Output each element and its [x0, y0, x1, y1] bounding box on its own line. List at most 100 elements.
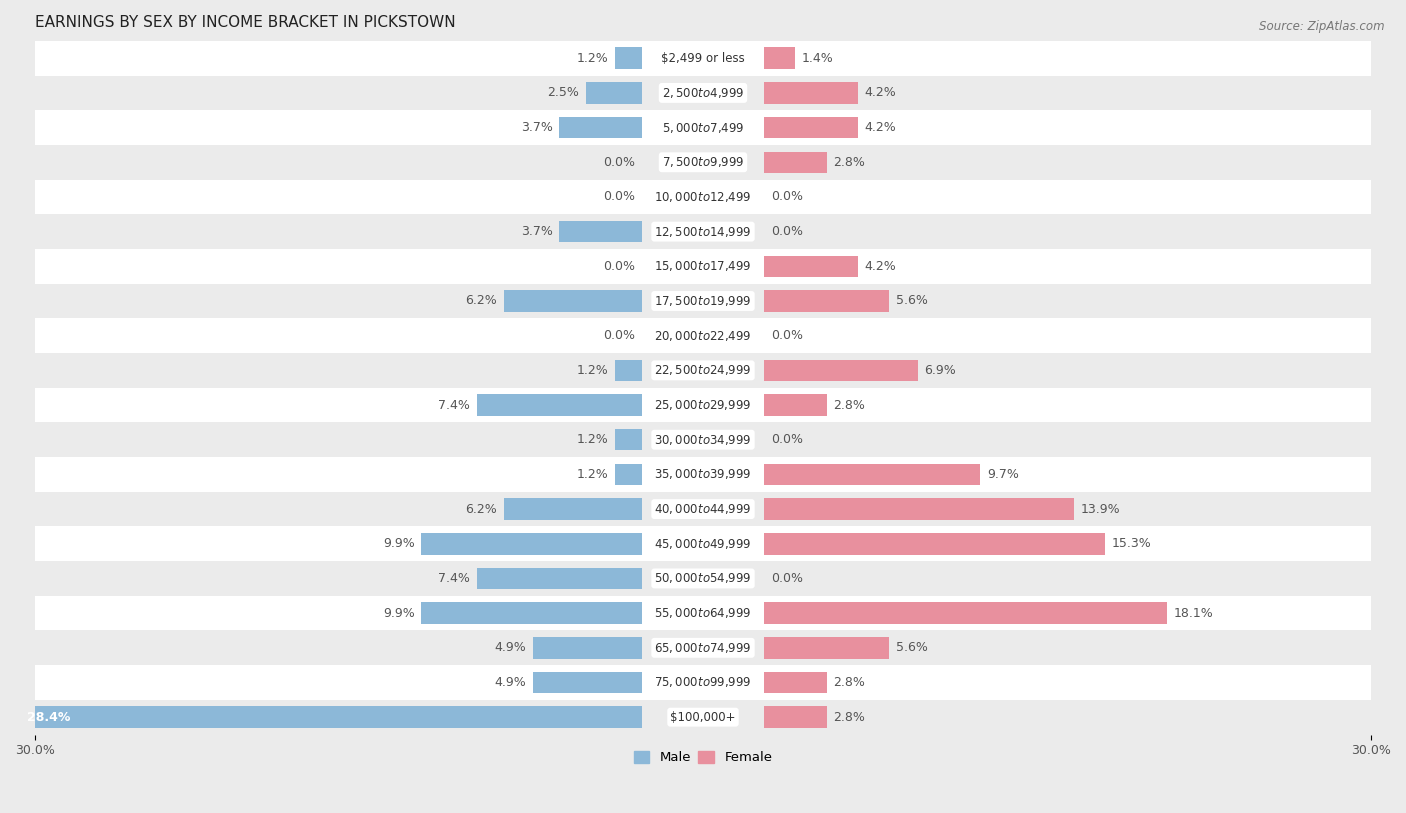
Bar — [614, 359, 641, 381]
Text: 4.9%: 4.9% — [495, 676, 526, 689]
Text: 0.0%: 0.0% — [770, 329, 803, 342]
Text: 2.8%: 2.8% — [834, 676, 865, 689]
Bar — [533, 672, 641, 693]
Bar — [614, 463, 641, 485]
Bar — [503, 290, 641, 311]
Text: 0.0%: 0.0% — [603, 156, 636, 169]
Text: $5,000 to $7,499: $5,000 to $7,499 — [662, 120, 744, 135]
Bar — [765, 394, 827, 415]
Text: 2.5%: 2.5% — [547, 86, 579, 99]
Bar — [35, 492, 1371, 527]
Bar — [765, 498, 1074, 520]
Bar — [614, 47, 641, 69]
Text: $20,000 to $22,499: $20,000 to $22,499 — [654, 328, 752, 343]
Text: 5.6%: 5.6% — [896, 294, 928, 307]
Text: 0.0%: 0.0% — [603, 329, 636, 342]
Bar — [35, 249, 1371, 284]
Bar — [35, 215, 1371, 249]
Bar — [560, 117, 641, 138]
Bar — [560, 221, 641, 242]
Text: 28.4%: 28.4% — [27, 711, 70, 724]
Text: 1.2%: 1.2% — [576, 364, 609, 377]
Text: 4.9%: 4.9% — [495, 641, 526, 654]
Bar — [35, 527, 1371, 561]
Text: $65,000 to $74,999: $65,000 to $74,999 — [654, 641, 752, 654]
Bar — [765, 533, 1105, 554]
Text: 15.3%: 15.3% — [1112, 537, 1152, 550]
Bar — [765, 706, 827, 728]
Bar — [765, 463, 980, 485]
Bar — [586, 82, 641, 104]
Bar — [765, 637, 889, 659]
Legend: Male, Female: Male, Female — [628, 746, 778, 770]
Bar — [35, 284, 1371, 319]
Text: $12,500 to $14,999: $12,500 to $14,999 — [654, 224, 752, 239]
Text: 1.2%: 1.2% — [576, 52, 609, 65]
Bar — [765, 151, 827, 173]
Text: 0.0%: 0.0% — [603, 260, 636, 273]
Text: $15,000 to $17,499: $15,000 to $17,499 — [654, 259, 752, 273]
Bar — [533, 637, 641, 659]
Bar — [765, 47, 796, 69]
Text: 18.1%: 18.1% — [1174, 606, 1213, 620]
Text: 7.4%: 7.4% — [439, 398, 470, 411]
Bar — [35, 700, 1371, 734]
Bar — [765, 82, 858, 104]
Text: $2,499 or less: $2,499 or less — [661, 52, 745, 65]
Bar — [35, 596, 1371, 630]
Text: 7.4%: 7.4% — [439, 572, 470, 585]
Bar — [10, 706, 641, 728]
Text: 3.7%: 3.7% — [520, 225, 553, 238]
Text: 2.8%: 2.8% — [834, 711, 865, 724]
Text: $30,000 to $34,999: $30,000 to $34,999 — [654, 433, 752, 446]
Text: $10,000 to $12,499: $10,000 to $12,499 — [654, 190, 752, 204]
Bar — [35, 145, 1371, 180]
Text: $75,000 to $99,999: $75,000 to $99,999 — [654, 676, 752, 689]
Bar — [765, 602, 1167, 624]
Bar — [35, 319, 1371, 353]
Text: 3.7%: 3.7% — [520, 121, 553, 134]
Bar — [35, 180, 1371, 215]
Text: $40,000 to $44,999: $40,000 to $44,999 — [654, 502, 752, 516]
Bar — [35, 388, 1371, 423]
Bar — [422, 533, 641, 554]
Bar — [35, 41, 1371, 76]
Bar — [35, 457, 1371, 492]
Text: 9.9%: 9.9% — [382, 606, 415, 620]
Text: 4.2%: 4.2% — [865, 260, 896, 273]
Text: 4.2%: 4.2% — [865, 86, 896, 99]
Text: 1.2%: 1.2% — [576, 433, 609, 446]
Bar — [765, 290, 889, 311]
Text: 0.0%: 0.0% — [770, 572, 803, 585]
Bar — [35, 665, 1371, 700]
Bar — [765, 255, 858, 277]
Text: 9.7%: 9.7% — [987, 468, 1019, 481]
Text: $22,500 to $24,999: $22,500 to $24,999 — [654, 363, 752, 377]
Bar — [35, 76, 1371, 111]
Bar — [35, 353, 1371, 388]
Text: $45,000 to $49,999: $45,000 to $49,999 — [654, 537, 752, 550]
Text: $2,500 to $4,999: $2,500 to $4,999 — [662, 86, 744, 100]
Bar — [422, 602, 641, 624]
Text: 1.4%: 1.4% — [801, 52, 834, 65]
Text: 0.0%: 0.0% — [770, 225, 803, 238]
Text: 13.9%: 13.9% — [1080, 502, 1121, 515]
Text: $100,000+: $100,000+ — [671, 711, 735, 724]
Bar — [477, 394, 641, 415]
Bar — [765, 359, 918, 381]
Bar — [35, 561, 1371, 596]
Text: 0.0%: 0.0% — [770, 433, 803, 446]
Text: 0.0%: 0.0% — [770, 190, 803, 203]
Text: 0.0%: 0.0% — [603, 190, 636, 203]
Text: 9.9%: 9.9% — [382, 537, 415, 550]
Bar — [477, 567, 641, 589]
Text: $55,000 to $64,999: $55,000 to $64,999 — [654, 606, 752, 620]
Text: 1.2%: 1.2% — [576, 468, 609, 481]
Text: 6.2%: 6.2% — [465, 294, 496, 307]
Text: $17,500 to $19,999: $17,500 to $19,999 — [654, 294, 752, 308]
Text: 6.9%: 6.9% — [925, 364, 956, 377]
Bar — [35, 111, 1371, 145]
Text: $35,000 to $39,999: $35,000 to $39,999 — [654, 467, 752, 481]
Bar — [35, 630, 1371, 665]
Text: 4.2%: 4.2% — [865, 121, 896, 134]
